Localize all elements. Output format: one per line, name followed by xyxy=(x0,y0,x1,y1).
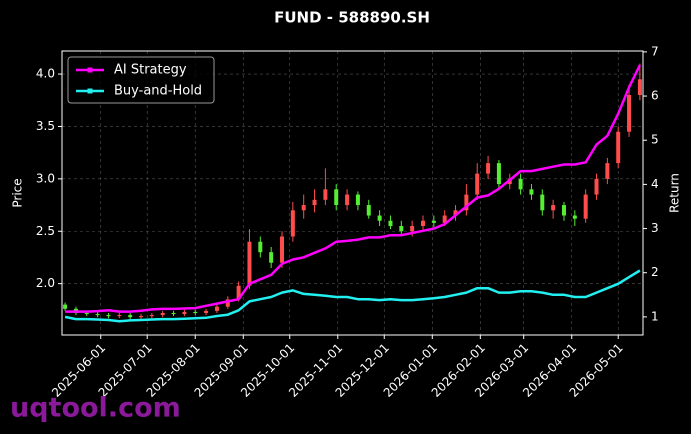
candle-body xyxy=(149,315,154,317)
candle-body xyxy=(290,210,295,237)
candle-body xyxy=(627,95,632,132)
candle-body xyxy=(171,312,176,315)
candle-body xyxy=(301,205,306,211)
candle-body xyxy=(561,205,566,216)
candle-body xyxy=(355,194,360,206)
candle-body xyxy=(84,312,89,315)
y2-tick-label: 2 xyxy=(651,265,659,279)
candle-body xyxy=(182,311,187,315)
candle-body xyxy=(399,226,404,232)
candle-body xyxy=(453,210,458,216)
candle-body xyxy=(529,189,534,195)
candle-body xyxy=(160,312,165,316)
legend-label: Buy-and-Hold xyxy=(114,84,202,99)
candle-body xyxy=(269,252,274,263)
candle-body xyxy=(551,205,556,211)
y2-tick-label: 1 xyxy=(651,309,659,323)
candle-body xyxy=(117,315,122,317)
candle-body xyxy=(420,220,425,227)
y2-tick-label: 5 xyxy=(651,133,659,147)
y2-axis-label: Return xyxy=(668,173,682,213)
candle-body xyxy=(496,163,501,185)
return-line xyxy=(65,64,642,313)
legend-box xyxy=(67,56,215,104)
y2-tick-label: 4 xyxy=(651,177,659,191)
watermark: uqtool.com xyxy=(10,393,181,424)
y-tick-label: 4.0 xyxy=(36,67,55,81)
candle-body xyxy=(214,306,219,311)
candle-body xyxy=(345,194,350,206)
chart-title: FUND - 588890.SH xyxy=(274,9,430,27)
candle-body xyxy=(431,220,436,223)
candle-body xyxy=(583,194,588,219)
plot-frame xyxy=(61,50,644,336)
candle-body xyxy=(475,173,480,195)
candle-body xyxy=(236,285,241,300)
candle-body xyxy=(464,194,469,211)
candle-body xyxy=(410,226,415,232)
candle-body xyxy=(106,315,111,317)
legend-marker xyxy=(87,88,93,94)
candle-body xyxy=(312,199,317,206)
candle-body xyxy=(204,310,209,313)
y2-tick-label: 3 xyxy=(651,221,659,235)
candle-body xyxy=(193,311,198,313)
candle-body xyxy=(518,178,523,190)
legend-marker xyxy=(87,67,93,73)
candle-body xyxy=(594,178,599,195)
y-tick-label: 2.5 xyxy=(36,224,55,238)
candle-body xyxy=(323,189,328,200)
legend-label: AI Strategy xyxy=(114,63,187,78)
y-tick-label: 3.5 xyxy=(36,119,55,133)
candle-body xyxy=(334,189,339,206)
candle-body xyxy=(280,236,285,263)
candle-body xyxy=(572,215,577,219)
candle-body xyxy=(377,215,382,221)
y2-tick-label: 6 xyxy=(651,89,659,103)
candle-body xyxy=(247,241,252,286)
y2-tick-label: 7 xyxy=(651,44,659,58)
return-line xyxy=(64,269,641,323)
candle-body xyxy=(258,241,263,253)
candle-body xyxy=(616,131,621,164)
candle-body xyxy=(139,316,144,318)
candle-body xyxy=(605,163,610,179)
candle-body xyxy=(63,304,68,309)
candle-body xyxy=(442,215,447,223)
candle-body xyxy=(95,314,100,316)
candle-body xyxy=(486,163,491,174)
y-tick-label: 2.0 xyxy=(36,276,55,290)
y-tick-label: 3.0 xyxy=(36,171,55,185)
candle-body xyxy=(637,79,642,96)
y-axis-label: Price xyxy=(11,178,25,207)
candle-body xyxy=(225,299,230,307)
candle-body xyxy=(540,194,545,211)
candle-body xyxy=(366,205,371,216)
candle-body xyxy=(128,315,133,318)
candle-body xyxy=(388,220,393,227)
